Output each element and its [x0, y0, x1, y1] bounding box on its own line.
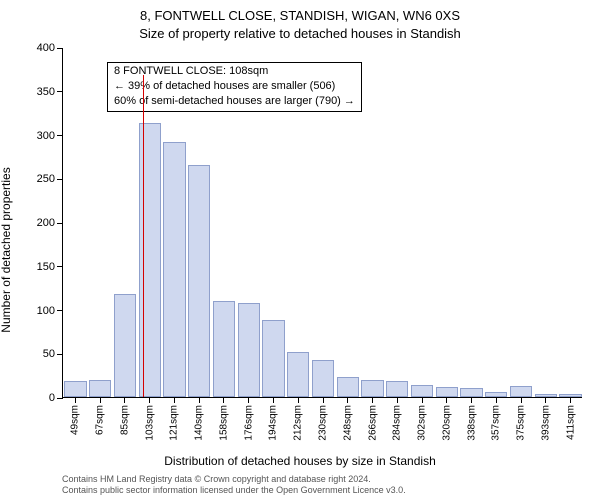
- y-tick-label: 400: [37, 42, 55, 54]
- x-tick-label: 176sqm: [243, 405, 254, 441]
- y-tick-label: 0: [49, 392, 55, 404]
- x-tick-label: 284sqm: [392, 405, 403, 441]
- x-tick: [248, 397, 249, 403]
- x-tick-label: 121sqm: [169, 405, 180, 441]
- x-tick: [199, 397, 200, 403]
- x-tick-label: 338sqm: [466, 405, 477, 441]
- y-tick-label: 50: [43, 348, 55, 360]
- x-tick: [372, 397, 373, 403]
- x-tick-label: 103sqm: [144, 405, 155, 441]
- histogram-chart: 8, FONTWELL CLOSE, STANDISH, WIGAN, WN6 …: [0, 0, 600, 500]
- histogram-bar: [287, 352, 309, 398]
- y-tick: [57, 179, 63, 180]
- x-tick-label: 357sqm: [491, 405, 502, 441]
- x-tick: [223, 397, 224, 403]
- histogram-bar: [262, 320, 284, 397]
- histogram-bar: [510, 386, 532, 397]
- chart-title-main: 8, FONTWELL CLOSE, STANDISH, WIGAN, WN6 …: [0, 8, 600, 23]
- x-tick-label: 375sqm: [516, 405, 527, 441]
- x-tick: [124, 397, 125, 403]
- y-tick: [57, 91, 63, 92]
- y-tick-label: 100: [37, 305, 55, 317]
- histogram-bar: [460, 388, 482, 397]
- histogram-bar: [361, 380, 383, 398]
- histogram-bar: [436, 387, 458, 398]
- footer-line-2: Contains public sector information licen…: [62, 485, 406, 496]
- x-tick: [446, 397, 447, 403]
- x-tick-label: 67sqm: [95, 405, 106, 435]
- plot-area: 8 FONTWELL CLOSE: 108sqm ← 39% of detach…: [62, 48, 582, 398]
- x-tick: [174, 397, 175, 403]
- x-tick-label: 248sqm: [342, 405, 353, 441]
- x-axis-label: Distribution of detached houses by size …: [0, 454, 600, 468]
- y-tick: [57, 135, 63, 136]
- y-tick: [57, 48, 63, 49]
- footer-text: Contains HM Land Registry data © Crown c…: [62, 474, 406, 497]
- x-tick: [471, 397, 472, 403]
- x-tick: [422, 397, 423, 403]
- x-tick: [397, 397, 398, 403]
- histogram-bar: [312, 360, 334, 397]
- histogram-bar: [114, 294, 136, 397]
- y-tick: [57, 266, 63, 267]
- x-tick: [570, 397, 571, 403]
- x-tick-label: 212sqm: [293, 405, 304, 441]
- x-tick: [545, 397, 546, 403]
- histogram-bar: [139, 123, 161, 397]
- x-tick: [347, 397, 348, 403]
- x-tick: [496, 397, 497, 403]
- marker-line: [143, 75, 144, 397]
- annotation-line-2: ← 39% of detached houses are smaller (50…: [114, 79, 355, 94]
- x-tick: [100, 397, 101, 403]
- y-tick: [57, 398, 63, 399]
- x-tick: [298, 397, 299, 403]
- x-tick-label: 140sqm: [194, 405, 205, 441]
- footer-line-1: Contains HM Land Registry data © Crown c…: [62, 474, 406, 485]
- y-tick: [57, 223, 63, 224]
- x-tick-label: 320sqm: [441, 405, 452, 441]
- y-tick-label: 150: [37, 261, 55, 273]
- y-tick-label: 250: [37, 173, 55, 185]
- annotation-line-3: 60% of semi-detached houses are larger (…: [114, 94, 355, 109]
- x-tick: [75, 397, 76, 403]
- y-tick: [57, 310, 63, 311]
- x-tick-label: 393sqm: [540, 405, 551, 441]
- x-tick-label: 302sqm: [417, 405, 428, 441]
- chart-title-sub: Size of property relative to detached ho…: [0, 26, 600, 41]
- x-tick-label: 230sqm: [318, 405, 329, 441]
- y-tick: [57, 354, 63, 355]
- x-tick: [149, 397, 150, 403]
- annotation-box: 8 FONTWELL CLOSE: 108sqm ← 39% of detach…: [107, 62, 362, 112]
- histogram-bar: [238, 303, 260, 397]
- histogram-bar: [213, 301, 235, 397]
- x-tick-label: 266sqm: [367, 405, 378, 441]
- x-tick-label: 158sqm: [218, 405, 229, 441]
- x-tick-label: 85sqm: [119, 405, 130, 435]
- histogram-bar: [64, 381, 86, 397]
- x-tick-label: 194sqm: [268, 405, 279, 441]
- x-tick-label: 49sqm: [70, 405, 81, 435]
- histogram-bar: [188, 165, 210, 397]
- histogram-bar: [386, 381, 408, 397]
- x-tick-label: 411sqm: [565, 405, 576, 440]
- histogram-bar: [163, 142, 185, 398]
- y-axis-label: Number of detached properties: [0, 167, 13, 332]
- y-tick-label: 350: [37, 86, 55, 98]
- histogram-bar: [337, 377, 359, 397]
- x-tick: [521, 397, 522, 403]
- y-tick-label: 300: [37, 130, 55, 142]
- histogram-bar: [89, 380, 111, 398]
- x-tick: [273, 397, 274, 403]
- x-tick: [323, 397, 324, 403]
- y-tick-label: 200: [37, 217, 55, 229]
- histogram-bar: [411, 385, 433, 397]
- annotation-line-1: 8 FONTWELL CLOSE: 108sqm: [114, 64, 355, 79]
